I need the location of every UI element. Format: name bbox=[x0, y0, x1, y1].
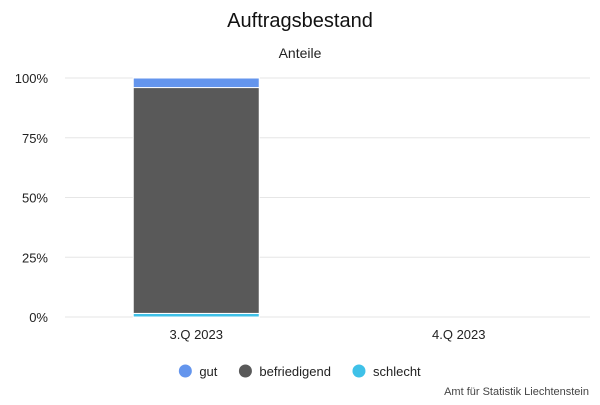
y-axis-tick-labels: 0% 25% 50% 75% 100% bbox=[15, 71, 49, 325]
x-tick-label: 4.Q 2023 bbox=[432, 327, 486, 342]
legend-label: befriedigend bbox=[259, 364, 331, 379]
x-tick-label: 3.Q 2023 bbox=[170, 327, 224, 342]
legend-item-befriedigend[interactable]: befriedigend bbox=[238, 364, 331, 379]
legend-marker bbox=[178, 364, 192, 378]
chart-subtitle: Anteile bbox=[279, 45, 322, 61]
y-tick-label: 0% bbox=[29, 310, 48, 325]
y-tick-label: 50% bbox=[22, 191, 48, 206]
legend-item-schlecht[interactable]: schlecht bbox=[352, 364, 421, 379]
y-tick-label: 100% bbox=[15, 71, 49, 86]
bar-segment-befriedigend[interactable] bbox=[132, 87, 260, 314]
legend-marker bbox=[352, 364, 366, 378]
legend[interactable]: gut befriedigend schlecht bbox=[178, 364, 421, 379]
chart-title: Auftragsbestand bbox=[227, 10, 373, 32]
legend-label: gut bbox=[199, 364, 217, 379]
bars bbox=[132, 77, 260, 318]
x-axis-tick-labels: 3.Q 2023 4.Q 2023 bbox=[170, 327, 486, 342]
legend-label: schlecht bbox=[373, 364, 421, 379]
chart-credit[interactable]: Amt für Statistik Liechtenstein bbox=[444, 386, 589, 398]
y-tick-label: 25% bbox=[22, 250, 48, 265]
bar-segment-schlecht[interactable] bbox=[132, 312, 260, 318]
bar-segment-gut[interactable] bbox=[132, 77, 260, 89]
legend-item-gut[interactable]: gut bbox=[178, 364, 218, 379]
y-tick-label: 75% bbox=[22, 131, 48, 146]
legend-marker bbox=[238, 364, 252, 378]
